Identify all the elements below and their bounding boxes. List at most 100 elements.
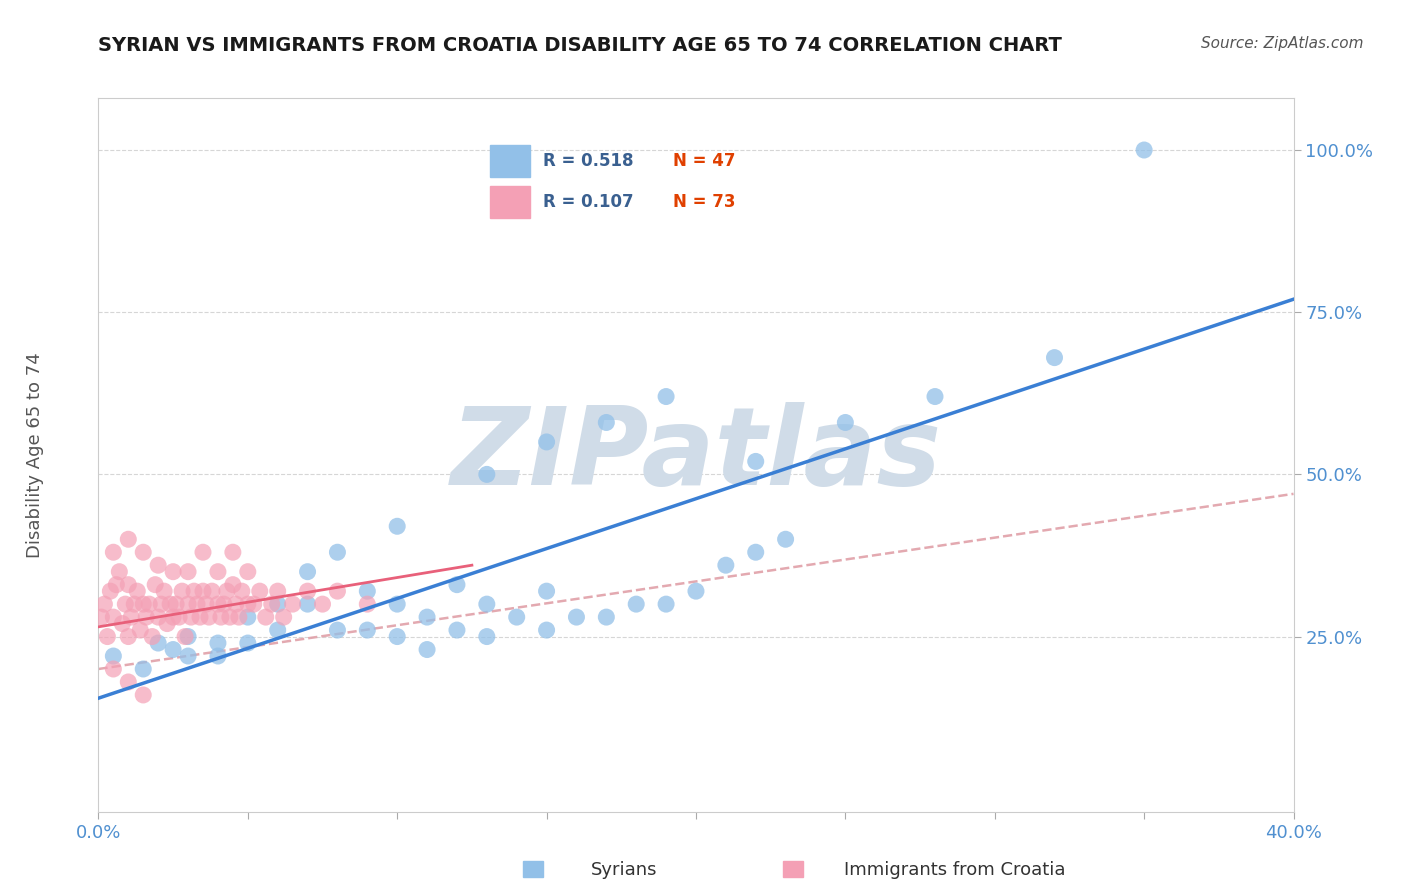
Point bbox=[177, 565, 200, 579]
Point bbox=[385, 519, 409, 533]
Point bbox=[162, 610, 184, 624]
Point bbox=[98, 584, 122, 599]
Point bbox=[143, 577, 166, 591]
Point bbox=[162, 565, 184, 579]
Point bbox=[90, 610, 112, 624]
Point bbox=[117, 675, 139, 690]
Point bbox=[198, 610, 221, 624]
Text: R = 0.518: R = 0.518 bbox=[543, 152, 633, 169]
Point bbox=[326, 545, 349, 559]
Point bbox=[356, 623, 378, 637]
Point bbox=[236, 597, 259, 611]
Point bbox=[201, 584, 224, 599]
Bar bbox=[491, 186, 530, 218]
Point bbox=[356, 584, 378, 599]
Point bbox=[138, 597, 160, 611]
Point bbox=[177, 648, 200, 663]
Point bbox=[536, 434, 558, 449]
Point bbox=[1043, 351, 1066, 365]
Point bbox=[114, 597, 136, 611]
Point bbox=[148, 610, 170, 624]
Point bbox=[174, 630, 197, 644]
Point bbox=[117, 577, 139, 591]
Point bbox=[243, 597, 266, 611]
Point bbox=[595, 416, 617, 430]
Text: N = 73: N = 73 bbox=[672, 193, 735, 211]
Point bbox=[536, 584, 558, 599]
Point bbox=[177, 630, 200, 644]
Point bbox=[215, 584, 238, 599]
Point bbox=[207, 636, 229, 650]
Point bbox=[207, 565, 229, 579]
Text: Immigrants from Croatia: Immigrants from Croatia bbox=[844, 861, 1066, 879]
Point bbox=[124, 597, 146, 611]
Point bbox=[165, 597, 187, 611]
Point bbox=[103, 662, 125, 676]
Point bbox=[117, 630, 139, 644]
Point bbox=[148, 636, 170, 650]
Point bbox=[194, 597, 218, 611]
Text: N = 47: N = 47 bbox=[672, 152, 735, 169]
Point bbox=[745, 545, 768, 559]
Point bbox=[506, 610, 529, 624]
Point bbox=[191, 545, 214, 559]
Point bbox=[207, 648, 229, 663]
Text: ZIPatlas: ZIPatlas bbox=[450, 402, 942, 508]
Point bbox=[297, 597, 319, 611]
Point bbox=[775, 533, 797, 547]
Text: Disability Age 65 to 74: Disability Age 65 to 74 bbox=[27, 352, 44, 558]
Point bbox=[475, 467, 498, 482]
Point bbox=[180, 610, 202, 624]
Point bbox=[228, 610, 250, 624]
Point bbox=[475, 630, 498, 644]
Point bbox=[120, 610, 142, 624]
Point bbox=[159, 597, 181, 611]
Point bbox=[117, 533, 139, 547]
Text: SYRIAN VS IMMIGRANTS FROM CROATIA DISABILITY AGE 65 TO 74 CORRELATION CHART: SYRIAN VS IMMIGRANTS FROM CROATIA DISABI… bbox=[98, 36, 1063, 54]
Point bbox=[297, 565, 319, 579]
Point bbox=[624, 597, 647, 611]
Point bbox=[127, 584, 149, 599]
Point bbox=[311, 597, 333, 611]
Point bbox=[141, 630, 163, 644]
Point bbox=[297, 584, 319, 599]
Point bbox=[105, 577, 128, 591]
Point bbox=[249, 584, 271, 599]
Point bbox=[231, 584, 253, 599]
Text: Syrians: Syrians bbox=[591, 861, 657, 879]
Point bbox=[236, 610, 259, 624]
Point bbox=[267, 584, 290, 599]
Point bbox=[132, 597, 155, 611]
Point bbox=[385, 597, 409, 611]
Point bbox=[924, 390, 946, 404]
Point bbox=[416, 642, 439, 657]
Bar bbox=[491, 145, 530, 177]
Point bbox=[254, 610, 277, 624]
Point bbox=[153, 584, 176, 599]
Point bbox=[167, 610, 190, 624]
Point bbox=[475, 597, 498, 611]
Point bbox=[385, 630, 409, 644]
Bar bbox=[783, 862, 803, 877]
Point bbox=[172, 584, 194, 599]
Point bbox=[236, 636, 259, 650]
Point bbox=[132, 662, 155, 676]
Point bbox=[148, 558, 170, 573]
Point bbox=[188, 610, 211, 624]
Point bbox=[260, 597, 283, 611]
Point bbox=[103, 610, 125, 624]
Point bbox=[212, 597, 235, 611]
Point bbox=[536, 623, 558, 637]
Text: R = 0.107: R = 0.107 bbox=[543, 193, 633, 211]
Point bbox=[103, 648, 125, 663]
Point bbox=[655, 597, 678, 611]
Point bbox=[132, 545, 155, 559]
Point bbox=[714, 558, 737, 573]
Point bbox=[565, 610, 588, 624]
Point bbox=[108, 565, 131, 579]
Point bbox=[236, 565, 259, 579]
Text: Source: ZipAtlas.com: Source: ZipAtlas.com bbox=[1201, 36, 1364, 51]
Point bbox=[416, 610, 439, 624]
Point bbox=[191, 584, 214, 599]
Point bbox=[326, 584, 349, 599]
